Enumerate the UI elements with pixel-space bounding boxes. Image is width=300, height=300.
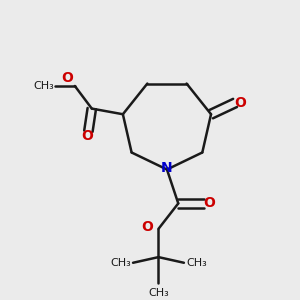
Text: O: O — [203, 196, 215, 210]
Text: O: O — [142, 220, 153, 234]
Text: CH₃: CH₃ — [186, 258, 207, 268]
Text: O: O — [61, 70, 74, 85]
Text: CH₃: CH₃ — [110, 258, 131, 268]
Text: CH₃: CH₃ — [148, 288, 169, 298]
Text: CH₃: CH₃ — [33, 81, 54, 91]
Text: N: N — [161, 161, 173, 175]
Text: O: O — [81, 129, 93, 143]
Text: O: O — [234, 96, 246, 110]
